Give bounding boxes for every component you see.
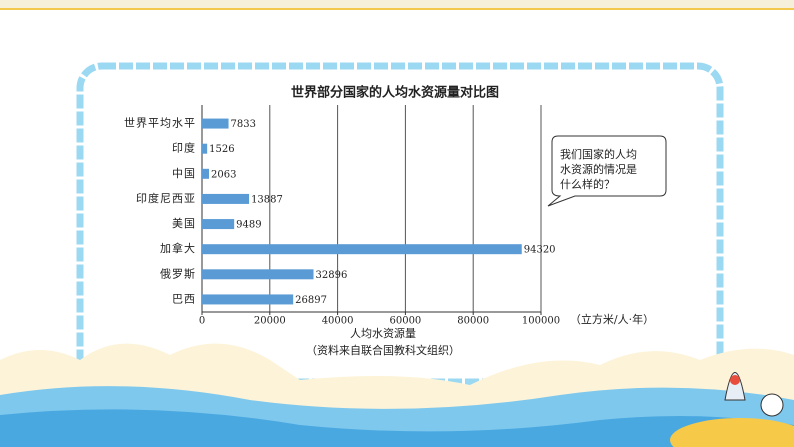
water-dark bbox=[0, 409, 794, 447]
x-tick-label: 100000 bbox=[522, 316, 560, 327]
x-tick-label: 60000 bbox=[389, 316, 421, 327]
x-unit: （立方米/人·年） bbox=[570, 312, 654, 326]
top-line bbox=[0, 8, 794, 10]
value-label: 1526 bbox=[209, 144, 234, 155]
value-label: 2063 bbox=[211, 169, 236, 180]
x-tick-label: 20000 bbox=[254, 316, 286, 327]
bar bbox=[202, 269, 314, 280]
value-label: 26897 bbox=[295, 295, 327, 306]
x-tick-label: 80000 bbox=[457, 316, 489, 327]
value-label: 32896 bbox=[316, 270, 348, 281]
bar bbox=[202, 118, 229, 129]
x-tick-label: 0 bbox=[199, 316, 205, 327]
x-axis-title: 人均水资源量 bbox=[350, 326, 416, 340]
y-tick-label: 巴西 bbox=[172, 292, 196, 305]
value-label: 13887 bbox=[251, 194, 283, 205]
panda bbox=[760, 393, 784, 417]
bubble-text: 我们国家的人均 bbox=[560, 147, 637, 161]
bubble-text: 什么样的？ bbox=[560, 177, 615, 191]
value-label: 9489 bbox=[236, 220, 261, 231]
y-tick-label: 世界平均水平 bbox=[124, 117, 196, 130]
planet bbox=[670, 418, 794, 447]
bar bbox=[202, 168, 209, 179]
y-tick-label: 印度 bbox=[172, 141, 196, 155]
bubble-text: 水资源的情况是 bbox=[560, 162, 637, 176]
y-tick-label: 加拿大 bbox=[160, 241, 196, 255]
source-note: （资料来自联合国教科文组织） bbox=[306, 343, 460, 357]
y-tick-label: 俄罗斯 bbox=[160, 267, 196, 280]
y-tick-label: 印度尼西亚 bbox=[136, 191, 196, 205]
bar bbox=[202, 143, 208, 154]
bar bbox=[202, 193, 250, 204]
value-label: 94320 bbox=[524, 245, 556, 256]
speech-bubble bbox=[547, 135, 667, 207]
top-band bbox=[0, 0, 794, 8]
chart-title: 世界部分国家的人均水资源量对比图 bbox=[291, 85, 499, 101]
y-tick-label: 美国 bbox=[172, 217, 196, 230]
bar bbox=[202, 294, 294, 305]
y-tick-label: 中国 bbox=[172, 167, 196, 180]
x-tick-label: 40000 bbox=[322, 316, 354, 327]
rocket bbox=[724, 372, 746, 401]
value-label: 7833 bbox=[231, 119, 256, 130]
bar bbox=[202, 244, 522, 255]
bar bbox=[202, 219, 235, 230]
rocket-window bbox=[730, 375, 740, 385]
